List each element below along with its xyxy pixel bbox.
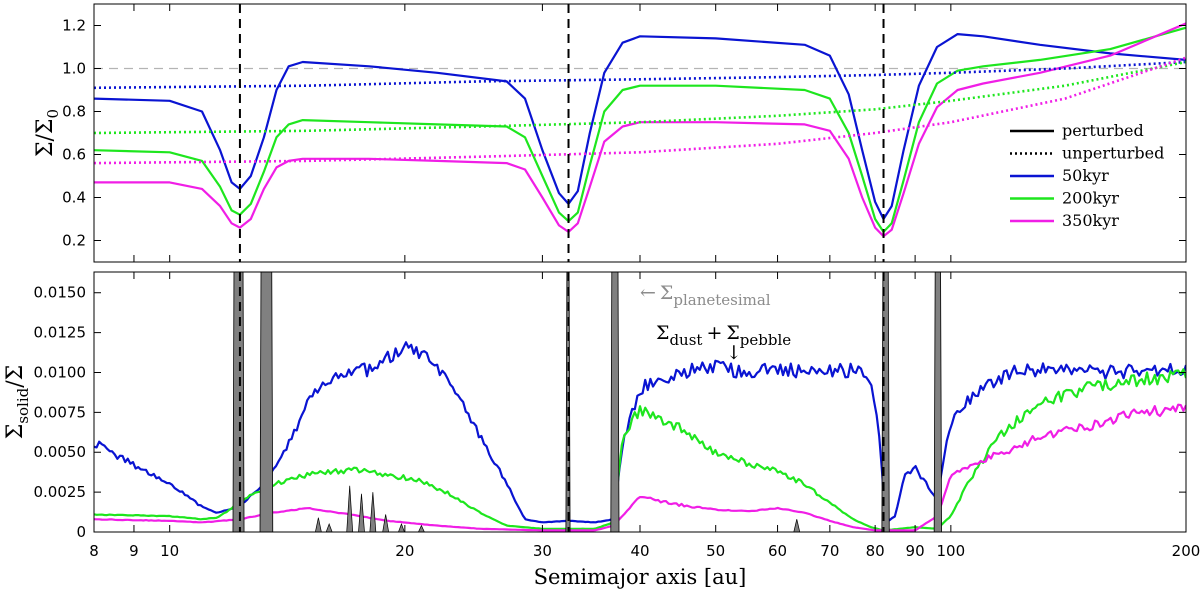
series-line-50kyr-unperturbed xyxy=(94,60,1186,90)
xtick-label: 8 xyxy=(89,542,99,560)
xtick-label: 60 xyxy=(768,542,787,560)
bottom-ytick-label: 0.0100 xyxy=(34,363,87,381)
planetesimal-spike-8 xyxy=(418,524,425,532)
bottom-ytick-label: 0.0050 xyxy=(34,443,87,461)
planetesimal-spike-9 xyxy=(793,519,801,532)
top-ytick-label: 0.2 xyxy=(62,232,86,250)
bottom-ytick-label: 0.0125 xyxy=(34,324,87,342)
xtick-label: 90 xyxy=(906,542,925,560)
xtick-label: 100 xyxy=(937,542,966,560)
xtick-label: 10 xyxy=(160,542,179,560)
planetesimal-spike-1 xyxy=(315,517,322,532)
series-line-350kyr-unperturbed xyxy=(94,56,1186,165)
planetesimal-spike-5 xyxy=(369,492,377,532)
xtick-label: 40 xyxy=(630,542,649,560)
planetesimal-spike-4 xyxy=(358,493,365,532)
bottom-ytick-label: 0.0025 xyxy=(34,483,87,501)
top-ytick-label: 1.0 xyxy=(62,60,86,78)
bottom-ylabel: Σsolid/Σ xyxy=(3,365,32,439)
planetesimal-spike-6 xyxy=(382,514,390,532)
bottom-ytick-label: 0 xyxy=(76,523,86,541)
series-line-200kyr-unperturbed xyxy=(94,60,1186,135)
xtick-label: 80 xyxy=(866,542,885,560)
legend-label: 350kyr xyxy=(1062,211,1119,230)
series-line-200kyr xyxy=(94,26,1186,233)
bottom-panel: 0 0.0025 0.0050 0.0075 0.0100 0.0125 0.0150 8 9 1… xyxy=(3,271,1200,589)
legend-label: unperturbed xyxy=(1062,144,1164,163)
bottom-ytick-label: 0.0075 xyxy=(34,403,87,421)
dust-pebble-annotation: Σdust + Σpebble xyxy=(656,322,791,349)
top-ytick-label: 0.6 xyxy=(62,146,86,164)
legend-label: 200kyr xyxy=(1062,189,1119,208)
planetesimal-band-1 xyxy=(232,272,245,532)
legend-label: perturbed xyxy=(1062,121,1144,140)
dust-series-350kyr xyxy=(94,403,1186,532)
top-ytick-label: 0.8 xyxy=(62,103,86,121)
top-ytick-label: 0.4 xyxy=(62,189,86,207)
series-line-350kyr xyxy=(94,22,1186,238)
legend-label: 50kyr xyxy=(1062,166,1109,185)
series-line-50kyr xyxy=(94,33,1186,221)
xtick-label: 200 xyxy=(1172,542,1200,560)
xtick-label: 9 xyxy=(129,542,139,560)
planetesimal-band-4 xyxy=(610,272,620,532)
top-panel: 0.2 0.4 0.6 0.8 1.0 1.2 Σ/Σ0 perturbed unpertu… xyxy=(33,3,1187,263)
xlabel: Semimajor axis [au] xyxy=(534,565,747,589)
top-ylabel: Σ/Σ0 xyxy=(33,109,62,157)
dust-pebble-arrow: ↓ xyxy=(726,342,742,364)
legend: perturbed unperturbed 50kyr 200kyr 350kyr xyxy=(1010,121,1164,230)
bottom-ytick-label: 0.0150 xyxy=(34,284,87,302)
xtick-label: 50 xyxy=(706,542,725,560)
planetesimal-spike-3 xyxy=(346,485,354,532)
top-ytick-label: 1.2 xyxy=(62,17,86,35)
dust-series-200kyr xyxy=(94,368,1186,532)
xtick-label: 30 xyxy=(533,542,552,560)
xtick-label: 20 xyxy=(395,542,414,560)
planetesimal-spike-2 xyxy=(325,523,333,532)
planetesimal-annotation: ← Σplanetesimal xyxy=(640,282,771,309)
planetesimal-band-2 xyxy=(259,272,274,532)
xtick-label: 70 xyxy=(820,542,839,560)
top-plot-frame xyxy=(93,3,1187,263)
bottom-plot-frame xyxy=(93,271,1187,533)
dust-series-50kyr xyxy=(94,341,1186,524)
planetesimal-band-6 xyxy=(933,272,942,532)
planetesimal-spike-7 xyxy=(398,523,405,532)
